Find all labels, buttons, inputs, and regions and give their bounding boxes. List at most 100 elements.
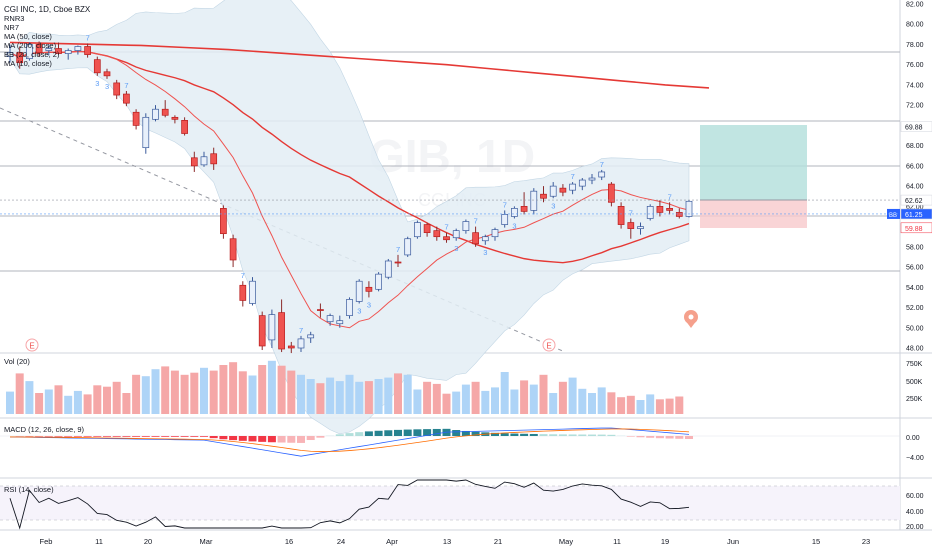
volume-bar: [151, 369, 160, 414]
svg-text:E: E: [29, 342, 34, 351]
rnr3-marker: 3: [357, 306, 361, 315]
long-position-tool[interactable]: [700, 125, 807, 228]
target-zone[interactable]: [700, 125, 807, 200]
volume-bar: [112, 381, 121, 414]
candle: [258, 311, 266, 351]
macd-histogram-bar: [558, 434, 567, 436]
macd-histogram-bar: [529, 433, 538, 436]
macd-histogram-bar: [520, 433, 529, 436]
macd-histogram-bar: [267, 436, 276, 443]
rsi-axis[interactable]: 60.00 40.00 20.00: [906, 493, 924, 531]
volume-bar: [316, 383, 325, 414]
candle: [297, 335, 305, 353]
volume-bar: [432, 383, 441, 414]
alert-pin-icon[interactable]: [684, 310, 698, 328]
volume-bar: [568, 377, 577, 414]
macd-axis[interactable]: 0.00 −4.00: [906, 435, 924, 462]
volume-bar: [520, 380, 529, 414]
nr7-marker: 7: [445, 223, 449, 232]
candle: [229, 234, 237, 268]
candle: [530, 188, 538, 215]
volume-bar: [35, 393, 44, 414]
svg-text:GIB, 1D: GIB, 1D: [369, 130, 535, 182]
volume-bar: [655, 399, 664, 414]
candle: [675, 208, 683, 219]
candle: [55, 42, 62, 55]
price-tick: 62.00: [906, 204, 924, 211]
volume-bar: [238, 371, 247, 414]
macd-histogram-bar: [297, 436, 305, 443]
volume-bar: [103, 386, 111, 414]
candle: [414, 220, 421, 239]
indicator-ma10: MA (10, close): [4, 59, 52, 68]
volume-bar: [413, 389, 422, 414]
time-tick: 15: [812, 537, 820, 546]
svg-text:500K: 500K: [906, 379, 923, 386]
time-tick: 20: [144, 537, 152, 546]
indicator-rnr3: RNR3: [4, 14, 24, 23]
volume-axis[interactable]: 750K 500K 250K: [906, 361, 923, 403]
candle: [423, 222, 431, 237]
volume-bar: [219, 365, 228, 414]
candle: [64, 48, 72, 60]
macd-histogram-bar: [500, 433, 509, 436]
volume-bar: [345, 374, 354, 414]
macd-histogram-bar: [180, 436, 189, 437]
volume-bar: [355, 381, 364, 414]
volume-bar: [54, 385, 63, 414]
price-badge: 69.88: [900, 121, 932, 132]
macd-histogram-bar: [151, 436, 160, 437]
earnings-marker[interactable]: E: [25, 338, 39, 352]
time-tick: 16: [285, 537, 293, 546]
macd-histogram-bar: [141, 436, 150, 437]
time-tick: 13: [443, 537, 451, 546]
price-tick: 50.00: [906, 325, 924, 332]
time-axis[interactable]: Feb 11 20 Mar 16 24 Apr 13 21 May 11 19 Jun 15 23: [40, 537, 871, 546]
macd-histogram-bar: [394, 429, 402, 436]
macd-histogram-bar: [646, 436, 655, 438]
macd-histogram-bar: [607, 434, 616, 436]
nr7-marker: 7: [629, 208, 633, 217]
candle: [200, 151, 208, 167]
volume-bar: [394, 373, 402, 414]
candle: [190, 151, 198, 172]
price-candles: [6, 41, 693, 354]
svg-text:20.00: 20.00: [906, 524, 924, 531]
earnings-marker[interactable]: E: [542, 338, 556, 352]
rsi-line: [9, 479, 690, 530]
macd-histogram-bar: [413, 429, 422, 436]
nr7-marker: 7: [124, 81, 128, 90]
indicator-nr7: NR7: [4, 23, 19, 32]
price-tick: 56.00: [906, 265, 924, 272]
volume-bar: [500, 372, 509, 414]
candle: [26, 42, 33, 61]
volume-bar: [287, 370, 296, 414]
nr7-marker: 7: [241, 271, 245, 280]
volume-bar: [442, 393, 451, 414]
macd-histogram-bar: [597, 434, 606, 436]
svg-text:750K: 750K: [906, 361, 923, 368]
candle: [404, 236, 412, 257]
macd-histogram-bar: [248, 436, 257, 442]
candle: [540, 186, 547, 203]
macd-histogram-bar: [510, 433, 519, 436]
price-axis[interactable]: 82.0080.0078.0076.0074.0072.0070.0068.00…: [0, 2, 932, 353]
candle: [365, 281, 373, 298]
indicator-ma200: MA (200, close): [4, 41, 57, 50]
nr7-marker: 7: [474, 217, 478, 226]
candle: [278, 299, 285, 353]
candle: [336, 315, 344, 328]
candle: [161, 100, 169, 118]
volume-bar: [665, 398, 674, 414]
macd-histogram-bar: [626, 436, 635, 437]
macd-histogram-bar: [73, 436, 82, 437]
candle: [171, 115, 179, 124]
macd-histogram-bar: [452, 430, 461, 436]
svg-text:60.00: 60.00: [906, 493, 924, 500]
candle: [249, 277, 256, 306]
price-tick: 68.00: [906, 143, 924, 150]
time-tick: 11: [95, 537, 103, 546]
candle: [346, 297, 353, 319]
